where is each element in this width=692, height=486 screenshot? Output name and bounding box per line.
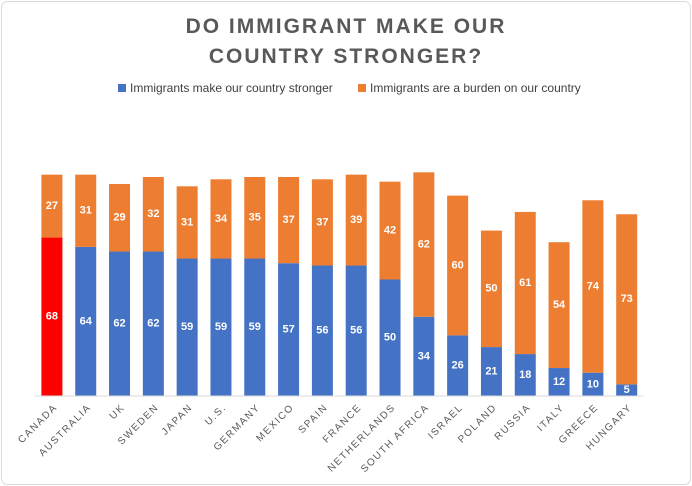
data-label: 50 — [384, 332, 396, 344]
bar-segment — [311, 265, 333, 396]
bar-segment — [311, 179, 333, 266]
bar-segment — [616, 214, 638, 385]
bar-segment — [616, 384, 638, 396]
bar-segment — [244, 176, 266, 259]
bar-segment — [278, 176, 300, 264]
data-label: 73 — [621, 293, 633, 305]
bar-segment — [447, 195, 469, 336]
bar-segment — [379, 181, 401, 280]
bar-segment — [210, 258, 232, 396]
bar-segment — [413, 316, 435, 396]
legend-swatch — [118, 84, 126, 92]
data-label: 62 — [113, 318, 125, 330]
data-label: 42 — [384, 224, 396, 236]
bar-segment — [345, 174, 367, 266]
bar-segment — [413, 172, 435, 317]
bar-segment — [109, 251, 131, 396]
data-label: 26 — [452, 360, 464, 372]
bar-segment — [345, 265, 367, 396]
bar-segment — [142, 176, 164, 252]
bar-segment — [176, 258, 198, 396]
data-label: 50 — [485, 283, 497, 295]
data-label: 31 — [181, 216, 193, 228]
bar-segment — [514, 211, 536, 355]
data-label: 29 — [113, 212, 125, 224]
bar-segment — [75, 246, 97, 396]
legend-label: Immigrants are a burden on our country — [370, 81, 581, 95]
data-label: 74 — [587, 280, 600, 292]
data-label: 59 — [249, 321, 261, 333]
bar-segment — [41, 237, 63, 396]
data-label: 59 — [215, 321, 227, 333]
bar-segment — [75, 174, 97, 247]
legend-swatch — [358, 84, 366, 92]
data-label: 57 — [282, 324, 294, 336]
bar-segment — [210, 179, 232, 259]
bar-segment — [548, 242, 570, 369]
bar-segment — [244, 258, 266, 396]
data-label: 54 — [553, 299, 566, 311]
data-label: 21 — [485, 365, 497, 377]
data-label: 56 — [316, 325, 328, 337]
bar-segment — [514, 354, 536, 396]
data-label: 32 — [147, 208, 159, 220]
bar-segment — [582, 200, 604, 373]
data-label: 68 — [46, 311, 58, 323]
bar-segment — [548, 368, 570, 396]
data-label: 56 — [350, 325, 362, 337]
data-label: 62 — [147, 318, 159, 330]
data-label: 5 — [624, 384, 630, 396]
legend-label: Immigrants make our country stronger — [130, 81, 333, 95]
data-label: 37 — [282, 214, 294, 226]
data-label: 31 — [80, 205, 92, 217]
bar-segment — [41, 174, 63, 238]
bar-segment — [142, 251, 164, 396]
data-label: 27 — [46, 200, 58, 212]
bar-segment — [379, 279, 401, 396]
bar-segment — [582, 372, 604, 396]
bar-segment — [278, 263, 300, 396]
data-label: 64 — [80, 315, 93, 327]
data-label: 59 — [181, 321, 193, 333]
data-label: 61 — [519, 277, 531, 289]
bar-segment — [109, 183, 131, 252]
data-label: 10 — [587, 378, 599, 390]
data-label: 35 — [249, 212, 261, 224]
data-label: 34 — [418, 350, 431, 362]
data-label: 12 — [553, 376, 565, 388]
data-label: 60 — [452, 259, 464, 271]
bar-segment — [447, 335, 469, 396]
data-label: 37 — [316, 216, 328, 228]
data-label: 39 — [350, 214, 362, 226]
data-label: 34 — [215, 213, 228, 225]
bar-segment — [176, 186, 198, 259]
data-label: 18 — [519, 369, 531, 381]
bar-segment — [480, 230, 502, 348]
chart-title: DO IMMIGRANT MAKE OUR COUNTRY STRONGER? — [185, 15, 507, 68]
bar-segment — [480, 347, 502, 396]
data-label: 62 — [418, 238, 430, 250]
